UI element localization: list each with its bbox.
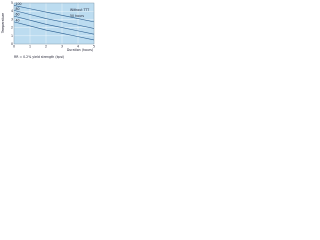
- series-label: 40: [16, 18, 20, 22]
- series-line: [13, 5, 95, 23]
- x-tick-label: 5: [93, 45, 95, 49]
- y-axis-label: Temperature: [1, 13, 5, 34]
- y-tick-label: 3: [11, 17, 13, 21]
- series-label: 60: [16, 13, 20, 17]
- series-line: [13, 10, 95, 29]
- x-tick-label: 2: [45, 45, 47, 49]
- y-tick-label: 0: [11, 42, 13, 46]
- y-tick-label: 1: [11, 34, 13, 38]
- annotation: 50 hours: [70, 14, 84, 18]
- caption: RR = 0.2% yield strength (kpsi): [14, 55, 64, 59]
- annotation: Without TTT: [70, 8, 89, 12]
- x-tick-label: 3: [61, 45, 63, 49]
- series-label: 80: [16, 7, 20, 11]
- chart: Temperature Duration (hours) RR = 0.2% y…: [1, 1, 95, 59]
- x-tick-label: 4: [77, 45, 79, 49]
- y-tick-label: 4: [11, 9, 13, 13]
- x-tick-label: 1: [29, 45, 31, 49]
- series-line: [13, 15, 95, 35]
- y-tick-label: 5: [11, 1, 13, 5]
- series-line: [13, 21, 95, 41]
- y-tick-label: 2: [11, 26, 13, 30]
- x-axis-label: Duration (hours): [67, 48, 93, 52]
- x-tick-label: 0: [13, 45, 15, 49]
- plot-border: [13, 2, 95, 45]
- series-label: 100: [16, 2, 22, 6]
